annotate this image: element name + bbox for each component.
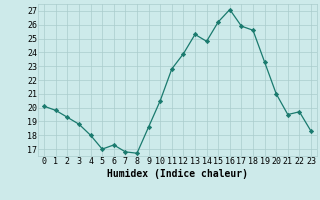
X-axis label: Humidex (Indice chaleur): Humidex (Indice chaleur) xyxy=(107,169,248,179)
